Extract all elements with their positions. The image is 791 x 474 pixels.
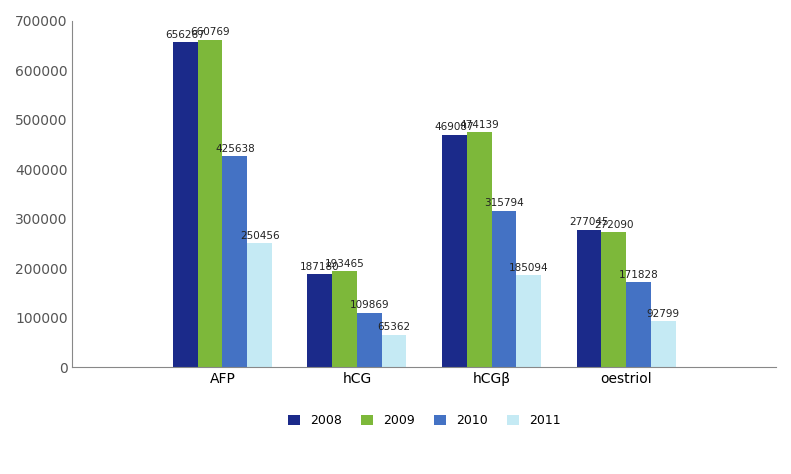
Bar (198, 40, 222, 367)
Text: 185094: 185094 (509, 263, 548, 273)
Text: 272090: 272090 (594, 220, 634, 230)
Bar (332, 271, 357, 367)
Bar (382, 335, 407, 367)
Text: 656267: 656267 (165, 30, 205, 40)
Bar (601, 232, 626, 367)
Text: 171828: 171828 (619, 270, 658, 280)
Bar (626, 282, 651, 367)
Bar (357, 313, 382, 367)
Bar (491, 211, 517, 367)
Bar (173, 42, 198, 367)
Bar (442, 135, 467, 367)
Text: 660769: 660769 (191, 27, 230, 37)
Bar (248, 243, 272, 367)
Bar (577, 230, 601, 367)
Text: 250456: 250456 (240, 230, 279, 241)
Text: 425638: 425638 (215, 144, 255, 154)
Text: 92799: 92799 (646, 309, 679, 319)
Bar (517, 275, 541, 367)
Text: 469087: 469087 (434, 122, 474, 132)
Bar (467, 132, 491, 367)
Legend: 2008, 2009, 2010, 2011: 2008, 2009, 2010, 2011 (282, 408, 567, 433)
Text: 277045: 277045 (569, 218, 609, 228)
Text: 109869: 109869 (350, 300, 389, 310)
Bar (222, 156, 248, 367)
Text: 65362: 65362 (377, 322, 411, 332)
Text: 187180: 187180 (300, 262, 339, 272)
Text: 193465: 193465 (325, 259, 365, 269)
Text: 474139: 474139 (460, 120, 499, 130)
Text: 315794: 315794 (484, 198, 524, 208)
Bar (308, 274, 332, 367)
Bar (651, 321, 676, 367)
